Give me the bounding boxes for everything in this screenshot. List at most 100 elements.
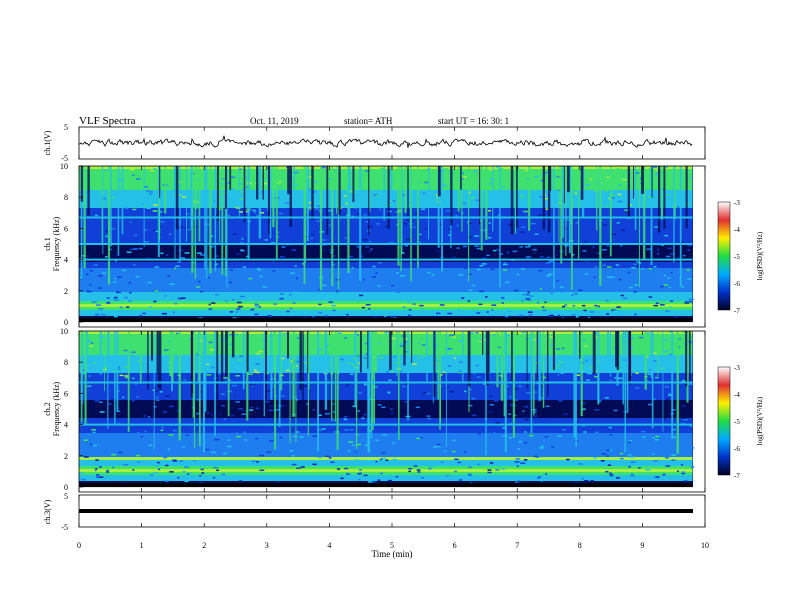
x-tick-label: 6: [453, 541, 457, 550]
spectrogram-speckle: [98, 275, 103, 277]
spectrogram-speckle: [152, 472, 156, 474]
spectrogram-speckle: [349, 428, 354, 431]
spectrogram-speckle: [329, 178, 332, 181]
spectrogram-dropout: [150, 331, 154, 361]
spectrogram-speckle: [215, 377, 218, 379]
spectrogram-dropout: [246, 331, 249, 372]
spectrogram-speckle: [500, 253, 503, 255]
spectrogram-speckle: [91, 429, 97, 431]
spectrogram-speckle: [140, 394, 143, 397]
spectrogram-speckle: [542, 309, 547, 312]
spectrogram-speckle: [524, 431, 527, 433]
spectrogram-speckle: [558, 361, 563, 363]
spectrogram-speckle: [242, 266, 247, 268]
spectrogram-speckle: [564, 245, 569, 247]
spectrogram-speckle: [545, 473, 548, 475]
spectrogram-speckle: [489, 268, 495, 271]
spectrogram-speckle: [359, 292, 362, 294]
spectrogram-speckle: [687, 249, 691, 251]
spectrogram-speckle: [497, 391, 500, 393]
spectrogram-speckle: [168, 233, 172, 236]
spectrogram-speckle: [147, 416, 150, 418]
spectrogram-speckle: [163, 456, 167, 459]
spectrogram-speckle: [674, 406, 678, 408]
spectrogram-speckle: [372, 481, 377, 483]
spectrogram-speckle: [390, 412, 395, 415]
spectrogram-speckle: [196, 418, 201, 420]
spectrogram-speckle: [215, 293, 219, 296]
spectrogram-speckle: [244, 439, 248, 441]
spectrogram-speckle: [106, 471, 109, 473]
spectrogram-dropout: [450, 166, 453, 226]
spectrogram-speckle: [225, 297, 228, 299]
spectrogram-speckle: [690, 177, 693, 179]
sferic-streak: [533, 331, 535, 416]
spectrogram-speckle: [456, 345, 460, 348]
spectrogram-speckle: [502, 263, 508, 266]
spectrogram-speckle: [633, 291, 637, 293]
spectrogram-speckle: [434, 356, 439, 358]
spectrogram-speckle: [617, 377, 622, 380]
spectrogram-speckle: [404, 449, 410, 451]
spectrogram-speckle: [538, 269, 543, 272]
spectrogram-row: [79, 376, 693, 379]
spectrogram-speckle: [208, 341, 213, 344]
spectrogram-speckle: [687, 244, 692, 247]
spectrogram-speckle: [634, 221, 639, 223]
spectrogram-speckle: [129, 248, 135, 251]
spectrogram-speckle: [93, 264, 98, 266]
sferic-streak: [274, 331, 277, 450]
spectrogram-speckle: [292, 435, 298, 438]
spectrogram-speckle: [236, 308, 241, 310]
spectrogram-speckle: [473, 200, 478, 203]
ch3-waveform-ylabel: ch.3(V): [43, 499, 52, 524]
sferic-streak: [347, 166, 350, 273]
spectrogram-speckle: [544, 436, 548, 438]
spectrogram-speckle: [575, 181, 580, 184]
spectrogram-speckle: [610, 197, 615, 199]
spectrogram-speckle: [251, 209, 257, 212]
spectrogram-speckle: [267, 275, 270, 278]
y-tick-label: 8: [64, 193, 68, 202]
spectrogram-speckle: [159, 211, 163, 213]
spectrogram-speckle: [454, 458, 459, 461]
spectrogram-speckle: [171, 459, 177, 461]
spectrogram-speckle: [548, 273, 553, 275]
spectrogram-speckle: [99, 401, 103, 404]
spectrogram-speckle: [668, 286, 672, 289]
spectrogram-speckle: [102, 385, 108, 387]
spectrogram-speckle: [636, 260, 640, 263]
spectrogram-speckle: [489, 403, 494, 406]
spectrogram-speckle: [555, 198, 559, 201]
spectrogram-speckle: [318, 311, 323, 314]
sferic-streak: [562, 166, 564, 238]
spectrogram-speckle: [670, 413, 673, 415]
spectrogram-speckle: [259, 313, 264, 316]
spectrogram-speckle: [279, 201, 283, 203]
sferic-streak: [225, 166, 227, 277]
spectrogram-speckle: [599, 422, 604, 424]
sferic-streak: [280, 331, 283, 391]
spectrogram-speckle: [561, 347, 565, 350]
spectrogram-speckle: [422, 355, 426, 358]
spectrogram-speckle: [308, 352, 313, 355]
spectrogram-speckle: [340, 477, 344, 480]
spectrogram-row: [79, 406, 693, 409]
sferic-streak: [485, 166, 488, 240]
spectrogram-speckle: [606, 276, 611, 278]
spectrogram-speckle: [86, 255, 90, 258]
spectrogram-speckle: [235, 401, 240, 403]
spectrogram-dropout: [482, 331, 484, 355]
spectrogram-speckle: [340, 358, 344, 361]
spectrogram-speckle: [424, 181, 428, 184]
spectrogram-row: [79, 316, 693, 319]
spectrogram-speckle: [574, 292, 578, 295]
spectrogram-speckle: [292, 302, 296, 304]
spectrogram-speckle: [361, 288, 367, 291]
spectrogram-speckle: [532, 281, 535, 284]
spectrogram-speckle: [609, 434, 613, 436]
ch1-waveform-trace: [78, 135, 693, 148]
spectrogram-speckle: [572, 304, 576, 307]
spectrogram-speckle: [167, 275, 171, 277]
spectrogram-speckle: [395, 228, 399, 231]
